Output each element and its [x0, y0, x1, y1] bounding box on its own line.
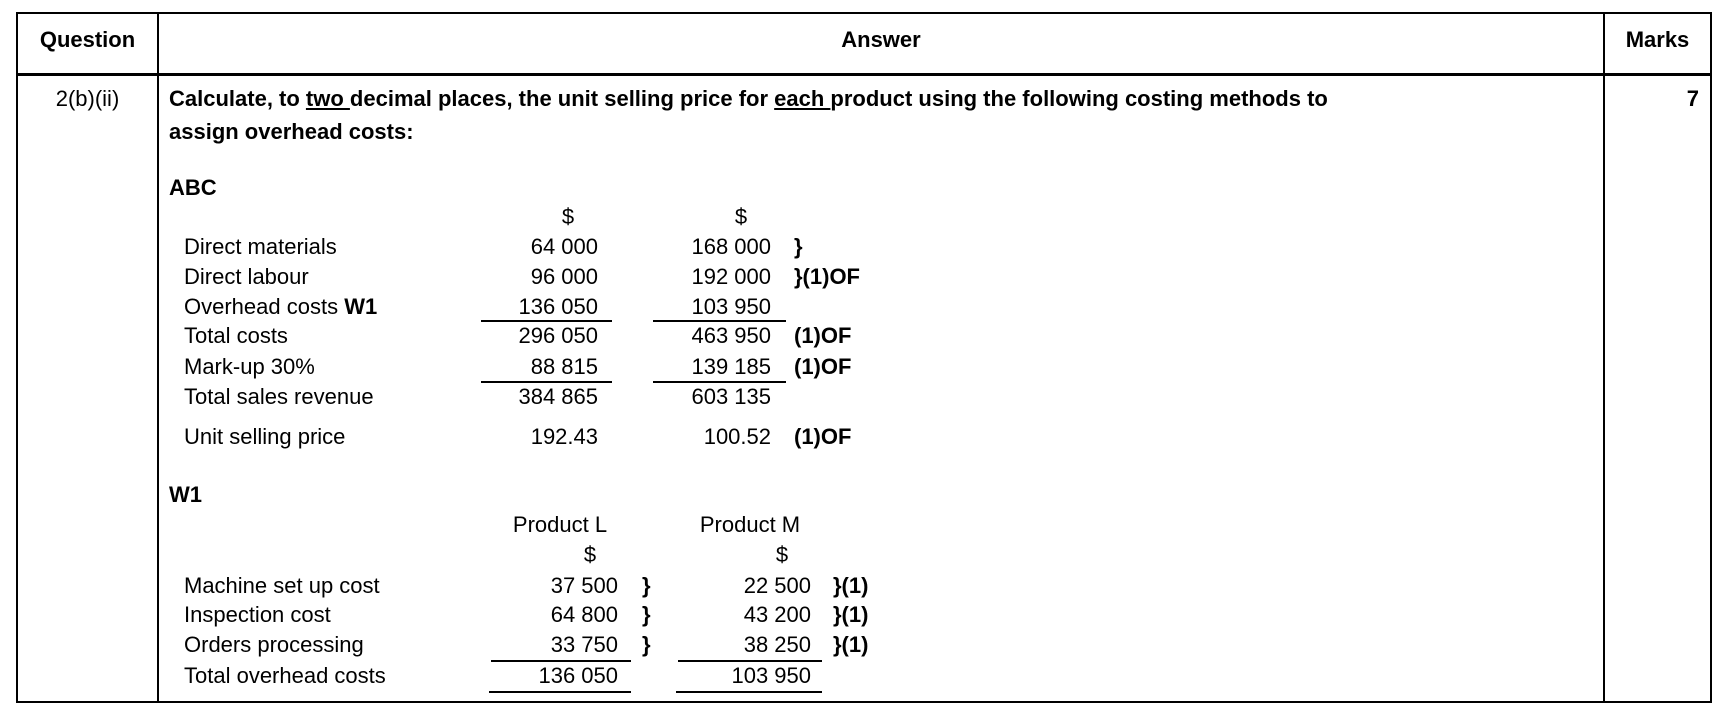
- abc-mark: }(1)OF: [794, 264, 860, 289]
- underline: [676, 691, 822, 693]
- abc-title: ABC: [169, 175, 217, 200]
- abc-row-label: Direct materials: [184, 234, 337, 260]
- w1-row-label: Orders processing: [184, 632, 364, 657]
- header-divider: [16, 73, 1712, 76]
- question-id: 2(b)(ii): [55, 86, 120, 111]
- question-prompt: Calculate, to two decimal places, the un…: [169, 86, 1328, 112]
- w1-value-m: 43 200: [743, 602, 811, 627]
- abc-row-label: Total costs: [184, 323, 288, 349]
- prompt-underline-two: two: [305, 86, 350, 111]
- underline: [678, 660, 822, 662]
- abc-row-label: Total sales revenue: [184, 384, 374, 410]
- w1-mark: }(1): [833, 632, 869, 657]
- w1-mark: }(1): [833, 602, 869, 627]
- prompt-text: product using the following costing meth…: [830, 86, 1328, 111]
- abc-row-label: Overhead costs W1: [184, 294, 377, 320]
- underline: [653, 381, 786, 383]
- abc-value-l: 136 050: [518, 294, 598, 319]
- label-text: Direct materials: [184, 234, 337, 259]
- w1-value-m: 22 500: [743, 573, 811, 598]
- label-text: Overhead costs: [184, 294, 345, 319]
- w1-value-l: 64 800: [550, 602, 618, 627]
- w1-row-label: Total overhead costs: [184, 663, 386, 688]
- product-l-header: Product L: [512, 512, 608, 537]
- w1-mark: }(1): [833, 573, 869, 598]
- abc-value-l: 296 050: [518, 323, 598, 348]
- w1-brace: }: [642, 573, 651, 598]
- w1-brace: }: [642, 602, 651, 627]
- label-ref: W1: [344, 294, 378, 319]
- w1-value-l: 37 500: [550, 573, 618, 598]
- underline: [481, 320, 612, 322]
- question-prompt-line2: assign overhead costs:: [169, 119, 414, 144]
- product-m-header: Product M: [699, 512, 801, 537]
- abc-value-m: 463 950: [691, 323, 771, 348]
- abc-value-l: 384 865: [518, 384, 598, 409]
- w1-title: W1: [169, 482, 202, 507]
- header-question: Question: [39, 27, 136, 52]
- abc-value-m: 192 000: [691, 264, 771, 289]
- prompt-text: decimal places, the unit selling price f…: [349, 86, 775, 111]
- abc-mark: (1)OF: [794, 424, 852, 449]
- abc-value-m: 103 950: [691, 294, 771, 319]
- abc-value-l: 192.43: [530, 424, 598, 449]
- marks-value: 7: [1686, 86, 1699, 111]
- label-text: Total costs: [184, 323, 288, 348]
- label-text: Mark-up 30%: [184, 354, 315, 379]
- prompt-text: Calculate, to: [169, 86, 306, 111]
- abc-row-label: Mark-up 30%: [184, 354, 315, 380]
- abc-value-l: 96 000: [530, 264, 598, 289]
- w1-row-label: Machine set up cost: [184, 573, 380, 598]
- prompt-underline-each: each: [774, 86, 831, 111]
- abc-value-l: 64 000: [530, 234, 598, 259]
- w1-brace: }: [642, 632, 651, 657]
- abc-row-label: Unit selling price: [184, 424, 345, 450]
- underline: [491, 660, 631, 662]
- w1-value-l: 136 050: [538, 663, 618, 688]
- underline: [481, 381, 612, 383]
- abc-mark: (1)OF: [794, 323, 852, 348]
- label-text: Unit selling price: [184, 424, 346, 449]
- underline: [489, 691, 631, 693]
- w1-value-m: 103 950: [731, 663, 811, 688]
- w1-value-l: 33 750: [550, 632, 618, 657]
- currency-m: $: [775, 542, 789, 567]
- abc-value-m: 168 000: [691, 234, 771, 259]
- currency-l: $: [583, 542, 597, 567]
- abc-mark: (1)OF: [794, 354, 852, 379]
- abc-mark: }: [794, 234, 803, 259]
- abc-row-label: Direct labour: [184, 264, 309, 290]
- w1-row-label: Inspection cost: [184, 602, 331, 627]
- column-divider: [1603, 12, 1605, 703]
- mark-scheme-table: [16, 12, 1712, 703]
- abc-value-m: 100.52: [703, 424, 771, 449]
- header-answer: Answer: [841, 27, 921, 52]
- header-marks: Marks: [1625, 27, 1690, 52]
- abc-value-m: 603 135: [691, 384, 771, 409]
- w1-value-m: 38 250: [743, 632, 811, 657]
- column-divider: [157, 12, 159, 703]
- abc-value-m: 139 185: [691, 354, 771, 379]
- underline: [653, 320, 786, 322]
- abc-value-l: 88 815: [530, 354, 598, 379]
- currency-m: $: [734, 204, 748, 229]
- label-text: Direct labour: [184, 264, 309, 289]
- currency-l: $: [561, 204, 575, 229]
- label-text: Total sales revenue: [184, 384, 374, 409]
